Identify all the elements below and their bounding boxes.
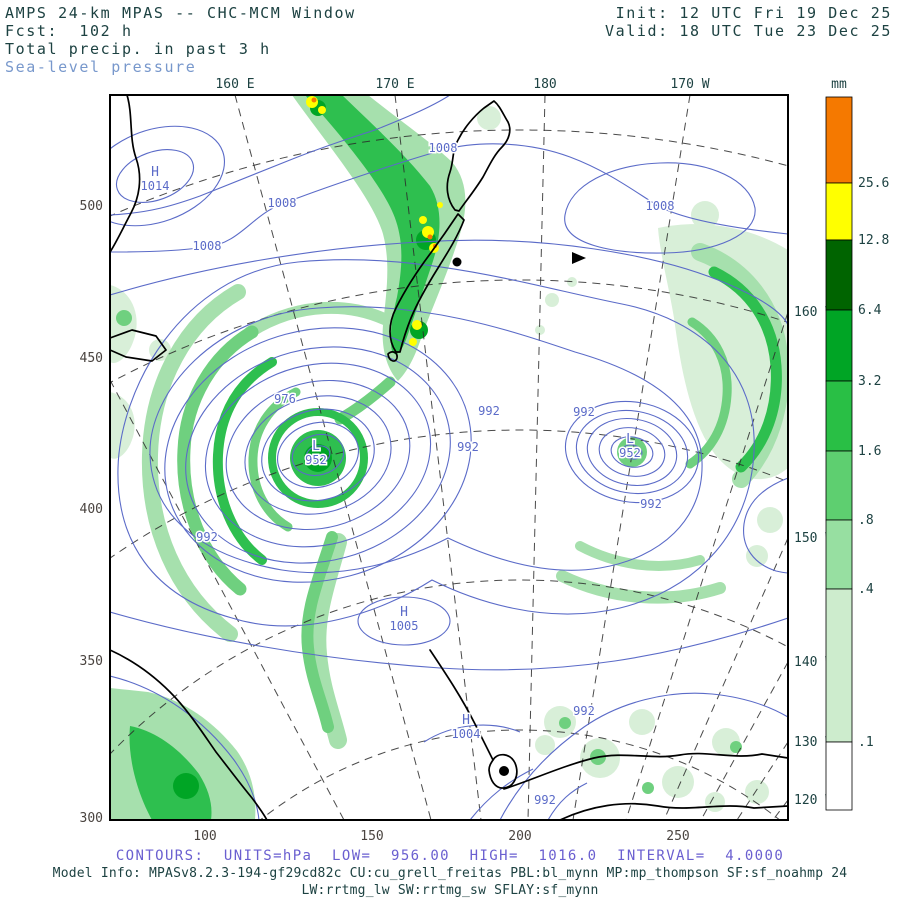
colorbar-tick: 12.8: [858, 233, 889, 248]
colorbar-segment: [825, 588, 853, 743]
lon-label: 120 W: [794, 793, 833, 808]
contours-info-line: CONTOURS: UNITS=hPa LOW= 956.00 HIGH= 10…: [115, 848, 785, 864]
coastlines: [110, 95, 788, 820]
colorbar-segment: [825, 741, 853, 811]
high-center-letter: H: [462, 713, 470, 728]
colorbar-tick: 1.6: [858, 444, 881, 459]
contour-label: 1008: [268, 196, 297, 210]
y-tick: 300: [80, 811, 103, 826]
high-center-value: 1004: [452, 727, 481, 741]
low-center-letter: L: [312, 439, 320, 454]
contour-label: 992: [534, 793, 556, 807]
mcmurdo-marker: [499, 766, 509, 776]
coast-ross-island: [488, 753, 518, 789]
low-center-value: 952: [305, 453, 327, 467]
colorbar-segment: [825, 239, 853, 311]
y-tick: 400: [80, 502, 103, 517]
coast-stewart-island: [387, 351, 398, 362]
colorbar-segment: [825, 519, 853, 590]
colorbar-segment: [825, 309, 853, 382]
isobar: [115, 149, 195, 203]
lon-label: 160 E: [215, 77, 254, 92]
contour-label: 992: [478, 404, 500, 418]
colorbar-tick: 25.6: [858, 176, 889, 191]
precip-band-nz: [292, 95, 466, 381]
islet-left: [110, 329, 167, 362]
contour-label: 992: [573, 405, 595, 419]
contour-label: 1008: [193, 239, 222, 253]
coast-south-island: [389, 213, 465, 353]
precip-heavy-spot: [306, 96, 318, 108]
lon-label: 170 W: [670, 77, 709, 92]
pressure-centers: H 1014 L 952 L 952 H 1005 H 1004: [139, 164, 642, 743]
contour-value-labels: 1008 1008 1008 1008 976 992 992 992 992 …: [191, 140, 676, 809]
precip-core-right-low: [617, 437, 647, 467]
valid-time-label: Valid: 18 UTC Tue 23 Dec 25: [604, 22, 892, 40]
pennant-marker: [572, 252, 586, 264]
high-center-letter: H: [151, 165, 159, 180]
top-longitude-labels: 160 E 170 E 180 170 W: [215, 77, 709, 92]
lon-label: 130 W: [794, 735, 833, 750]
map-frame: [109, 94, 789, 821]
high-center-value: 1014: [141, 179, 170, 193]
contour-field-label: Sea-level pressure: [5, 58, 197, 76]
coast-ross-ice-shelf: [503, 752, 788, 790]
colorbar-tick: .1: [858, 735, 874, 750]
colorbar-tick: 6.4: [858, 303, 882, 318]
colorbar-unit: mm: [831, 77, 847, 92]
colorbar-tick: 3.2: [858, 374, 881, 389]
high-center-value: 1005: [390, 619, 419, 633]
colorbar-segment: [825, 380, 853, 452]
lon-label: 160 W: [794, 305, 833, 320]
x-tick: 150: [360, 829, 383, 844]
colorbar-segment: [825, 182, 853, 241]
x-tick: 100: [193, 829, 216, 844]
contour-label: 992: [640, 497, 662, 511]
colorbar-tick: .4: [858, 582, 874, 597]
x-tick: 200: [508, 829, 531, 844]
precip-area: [691, 201, 719, 229]
y-axis-gridpoint-labels: 500 450 400 350 300: [80, 199, 103, 826]
contour-label: 992: [457, 440, 479, 454]
x-axis-gridpoint-labels: 100 150 200 250: [193, 829, 689, 844]
precipitation-shading: [110, 95, 788, 820]
init-time-label: Init: 12 UTC Fri 19 Dec 25: [615, 4, 892, 22]
plot-title: AMPS 24-km MPAS -- CHC-MCM Window: [5, 4, 356, 22]
lon-label: 180: [533, 77, 556, 92]
right-longitude-labels: 160 W 150 W 140 W 130 W 120 W: [794, 305, 833, 808]
slp-contours: [110, 95, 788, 820]
contour-label: 992: [573, 704, 595, 718]
colorbar: mm 25.6 12.8 6.4 3.2 1.6 .8 .4 .1: [825, 77, 889, 811]
colorbar-segment: [825, 96, 853, 184]
lon-label: 140 W: [794, 655, 833, 670]
high-center-letter: H: [400, 605, 408, 620]
low-center-letter: L: [626, 432, 634, 447]
contour-label: 976: [274, 392, 296, 406]
x-tick: 250: [666, 829, 689, 844]
colorbar-segment: [825, 450, 853, 521]
shaded-field-label: Total precip. in past 3 h: [5, 40, 271, 58]
y-tick: 350: [80, 654, 103, 669]
model-info-line-1: Model Info: MPASv8.2.3-194-gf29cd82c CU:…: [52, 866, 848, 881]
lon-label: 170 E: [375, 77, 414, 92]
latlon-graticule: [110, 95, 788, 820]
colorbar-tick: .8: [858, 513, 874, 528]
lon-label: 150 W: [794, 531, 833, 546]
contour-label: 992: [196, 530, 218, 544]
contour-label: 1008: [429, 141, 458, 155]
contour-label: 1008: [646, 199, 675, 213]
y-tick: 500: [80, 199, 103, 214]
coast-victoria-land: [110, 649, 268, 820]
precip-extreme-spot: [311, 97, 317, 103]
coast-upper-left: [110, 95, 141, 253]
christchurch-marker: [452, 257, 462, 267]
coast-north-island: [446, 100, 511, 212]
forecast-hour-label: Fcst: 102 h: [5, 22, 133, 40]
latitude-circle: [110, 129, 788, 217]
model-info-line-2: LW:rrtmg_lw SW:rrtmg_sw SFLAY:sf_mynn: [301, 883, 599, 898]
y-tick: 450: [80, 351, 103, 366]
low-center-value: 952: [619, 446, 641, 460]
